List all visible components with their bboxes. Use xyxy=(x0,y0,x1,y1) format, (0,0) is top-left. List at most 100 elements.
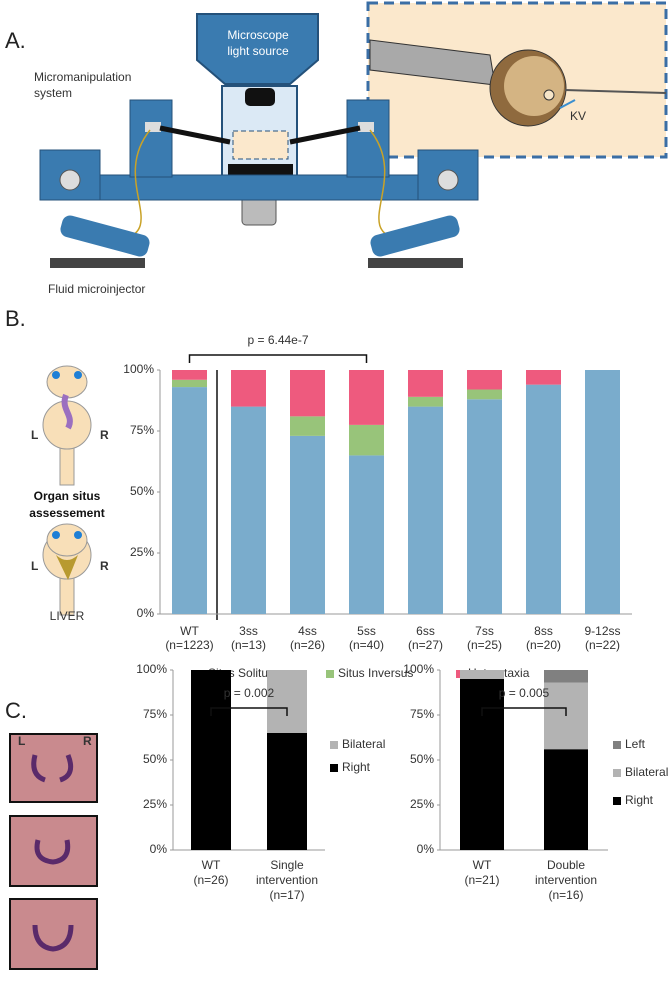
legend-swatch xyxy=(613,797,621,805)
manipulation-label: system xyxy=(34,86,72,100)
x-tick-label: (n=1223) xyxy=(165,638,213,652)
bar-segment xyxy=(191,670,231,850)
x-tick-label: 5ss xyxy=(357,624,376,638)
y-tick-label: 25% xyxy=(410,797,434,811)
x-tick-label: WT xyxy=(202,858,221,872)
y-tick-label: 100% xyxy=(403,662,434,676)
bar-segment xyxy=(349,455,384,614)
x-tick-label: Double xyxy=(547,858,585,872)
right-label: R xyxy=(100,428,109,442)
legend-swatch xyxy=(330,741,338,749)
x-tick-label: Single xyxy=(270,858,304,872)
bar-segment xyxy=(231,370,266,407)
photos xyxy=(9,733,98,970)
x-tick-label: (n=40) xyxy=(349,638,384,652)
bar-segment xyxy=(172,370,207,380)
legend-swatch xyxy=(326,670,334,678)
x-tick-label: (n=26) xyxy=(290,638,325,652)
light-source-label: Microscope xyxy=(227,28,289,42)
x-tick-label: intervention xyxy=(535,873,597,887)
bar-segment xyxy=(172,387,207,614)
embryo-illustration xyxy=(42,365,92,616)
x-tick-label: (n=25) xyxy=(467,638,502,652)
right-label: R xyxy=(100,559,109,573)
y-tick-label: 75% xyxy=(410,707,434,721)
left-label: L xyxy=(31,428,38,442)
right-label: R xyxy=(83,734,92,748)
bar-segment xyxy=(408,370,443,397)
bar-segment xyxy=(349,424,384,456)
bar-segment xyxy=(460,670,504,679)
y-tick-label: 25% xyxy=(130,545,154,559)
bar-segment xyxy=(460,679,504,850)
x-tick-label: (n=26) xyxy=(193,873,228,887)
bar-segment xyxy=(408,396,443,407)
bar-segment xyxy=(467,370,502,390)
bar-segment xyxy=(408,406,443,614)
legend-label: Right xyxy=(625,793,654,807)
p-value: p = 0.005 xyxy=(499,686,550,700)
legend-swatch xyxy=(613,741,621,749)
x-tick-label: (n=17) xyxy=(269,888,304,902)
x-tick-label: 9-12ss xyxy=(584,624,620,638)
y-tick-label: 75% xyxy=(130,423,154,437)
y-tick-label: 0% xyxy=(137,606,155,620)
kv-label: KV xyxy=(570,109,586,123)
x-tick-label: (n=13) xyxy=(231,638,266,652)
bar-segment xyxy=(349,370,384,425)
x-tick-label: 7ss xyxy=(475,624,494,638)
panel-label: B. xyxy=(5,306,26,331)
p-value: p = 0.002 xyxy=(224,686,275,700)
p-value: p = 6.44e-7 xyxy=(247,333,308,347)
setup-illustration xyxy=(39,1,668,268)
y-tick-label: 50% xyxy=(143,752,167,766)
situs-label: Organ situs xyxy=(34,489,101,503)
legend-swatch xyxy=(330,764,338,772)
x-tick-label: 8ss xyxy=(534,624,553,638)
bar-segment xyxy=(267,733,307,850)
bar-segment xyxy=(267,670,307,733)
injector-label: Fluid microinjector xyxy=(48,282,145,296)
x-tick-label: WT xyxy=(180,624,199,638)
x-tick-label: (n=16) xyxy=(548,888,583,902)
manipulation-label: Micromanipulation xyxy=(34,70,131,84)
left-label: L xyxy=(18,734,25,748)
bar-segment xyxy=(544,749,588,850)
bar-segment xyxy=(172,379,207,388)
legend-swatch xyxy=(613,769,621,777)
bar-segment xyxy=(290,416,325,436)
legend-label: Situs Inversus xyxy=(338,666,413,680)
bar-segment xyxy=(467,389,502,400)
light-source-label: light source xyxy=(227,44,289,58)
bar-segment xyxy=(467,399,502,614)
x-tick-label: (n=21) xyxy=(464,873,499,887)
bar-segment xyxy=(544,670,588,683)
x-tick-label: 4ss xyxy=(298,624,317,638)
bar-segment xyxy=(585,370,620,614)
y-tick-label: 50% xyxy=(130,484,154,498)
x-tick-label: (n=22) xyxy=(585,638,620,652)
y-tick-label: 0% xyxy=(417,842,435,856)
bar-segment xyxy=(526,370,561,385)
panel-label: C. xyxy=(5,698,27,723)
bar-segment xyxy=(231,406,266,614)
legend-label: Bilateral xyxy=(342,737,385,751)
significance-bracket xyxy=(481,707,567,716)
bar-segment xyxy=(526,384,561,614)
bar-segment xyxy=(290,435,325,614)
liver-label: LIVER xyxy=(50,609,85,623)
y-tick-label: 0% xyxy=(150,842,168,856)
bar-segment xyxy=(290,370,325,417)
legend-label: Bilateral xyxy=(625,765,668,779)
y-tick-label: 75% xyxy=(143,707,167,721)
panel-label: A. xyxy=(5,28,26,53)
y-tick-label: 50% xyxy=(410,752,434,766)
y-tick-label: 25% xyxy=(143,797,167,811)
x-tick-label: 3ss xyxy=(239,624,258,638)
y-tick-label: 100% xyxy=(136,662,167,676)
y-tick-label: 100% xyxy=(123,362,154,376)
left-label: L xyxy=(31,559,38,573)
legend-label: Right xyxy=(342,760,371,774)
legend-label: Left xyxy=(625,737,646,751)
